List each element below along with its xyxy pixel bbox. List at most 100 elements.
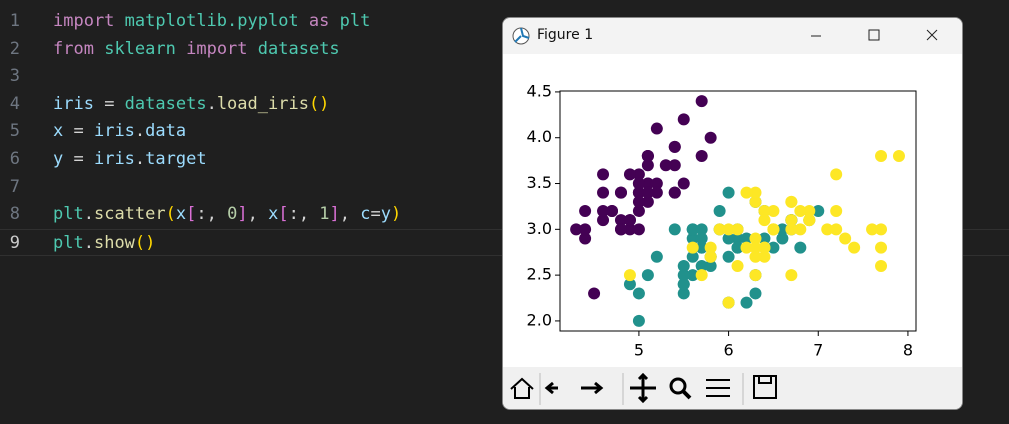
code-token: , (247, 204, 269, 225)
code-token: = (93, 93, 125, 114)
code-token: scatter (93, 204, 166, 225)
scatter-point (794, 241, 807, 254)
code-line: 7 (0, 174, 1009, 202)
maximize-button[interactable] (868, 29, 880, 41)
code-text: import matplotlib.pyplot as plt (53, 8, 370, 36)
scatter-point (695, 269, 708, 282)
scatter-point (597, 214, 610, 227)
subplots-button[interactable] (706, 379, 730, 397)
code-token: :, (288, 204, 320, 225)
scatter-point (749, 241, 762, 254)
scatter-point (713, 205, 726, 217)
code-token: ) (391, 204, 402, 225)
scatter-point (722, 250, 735, 263)
code-token: show (93, 232, 135, 253)
scatter-point (812, 205, 825, 217)
back-button[interactable] (544, 381, 558, 395)
scatter-point (749, 232, 762, 245)
scatter-point (641, 150, 654, 163)
code-line: 6 y = iris.target (0, 146, 1009, 174)
line-number: 2 (9, 38, 20, 59)
scatter-point (695, 150, 708, 163)
scatter-point (650, 122, 663, 135)
plot-frame (559, 90, 917, 332)
scatter-point (597, 205, 610, 217)
scatter-point (632, 177, 645, 190)
code-line: 2 from sklearn import datasets (0, 36, 1009, 64)
code-token: sklearn (104, 38, 176, 59)
code-token: [ (278, 204, 289, 225)
title-bar-icons (512, 27, 938, 45)
scatter-point (579, 232, 592, 245)
scatter-point (875, 241, 888, 254)
scatter-point (668, 159, 681, 172)
scatter-point (785, 223, 798, 236)
scatter-point (614, 223, 627, 236)
code-text: iris = datasets.load_iris() (53, 91, 329, 119)
scatter-point (722, 223, 735, 236)
scatter-point (650, 186, 663, 199)
scatter-point (722, 186, 735, 199)
home-button[interactable] (510, 377, 534, 399)
scatter-point (623, 168, 636, 181)
scatter-point (677, 177, 690, 190)
code-token: ] (329, 204, 340, 225)
scatter-point (606, 205, 619, 217)
code-text: x = iris.data (53, 118, 186, 146)
scatter-point (722, 232, 735, 245)
scatter-point (641, 177, 654, 190)
code-token: 1 (319, 204, 330, 225)
x-tick-label: 8 (903, 341, 913, 360)
y-tick-label: 3.5 (527, 173, 552, 192)
scatter-point (623, 269, 636, 282)
figure-window: Figure 1 (502, 17, 963, 410)
scatter-point (875, 150, 888, 163)
scatter-point (695, 223, 708, 236)
zoom-button[interactable] (669, 377, 687, 395)
scatter-point (731, 259, 744, 272)
code-token: x (268, 204, 279, 225)
code-token: plt (53, 204, 84, 225)
scatter-point (677, 259, 690, 272)
scatter-point (749, 287, 762, 300)
code-token: c (360, 204, 371, 225)
scatter-point (749, 195, 762, 208)
code-token: iris (93, 148, 135, 169)
window-title: Figure 1 (537, 27, 594, 43)
scatter-point (848, 241, 861, 254)
code-text: from sklearn import datasets (53, 36, 340, 64)
line-number: 8 (9, 204, 20, 225)
code-line: 5 x = iris.data (0, 118, 1009, 146)
scatter-point (695, 232, 708, 245)
code-token: = (63, 148, 94, 169)
scatter-point (740, 232, 753, 245)
scatter-point (749, 250, 762, 263)
scatter-point (767, 241, 780, 254)
close-button[interactable] (926, 29, 938, 41)
scatter-point (668, 186, 681, 199)
pan-button[interactable] (630, 372, 656, 404)
line-number: 1 (9, 11, 20, 31)
code-token: y (53, 148, 64, 169)
scatter-point (650, 177, 663, 190)
scatter-point (892, 150, 905, 163)
code-token: plt (53, 232, 84, 253)
forward-button[interactable] (581, 381, 604, 395)
code-token: . (83, 232, 94, 253)
code-token: datasets (124, 93, 207, 114)
scatter-point (597, 168, 610, 181)
scatter-point (579, 223, 592, 236)
code-token: x (53, 121, 64, 142)
code-token: . (83, 204, 94, 225)
scatter-point (875, 223, 888, 236)
code-editor: 1 import matplotlib.pyplot as plt 2 from sk… (0, 8, 1009, 257)
scatter-point (776, 223, 789, 236)
line-number: 6 (9, 148, 20, 169)
code-token: () (134, 232, 156, 253)
scatter-point (704, 250, 717, 263)
code-token: matplotlib.pyplot (124, 11, 299, 31)
scatter-point (677, 269, 690, 282)
scatter-point (632, 205, 645, 217)
